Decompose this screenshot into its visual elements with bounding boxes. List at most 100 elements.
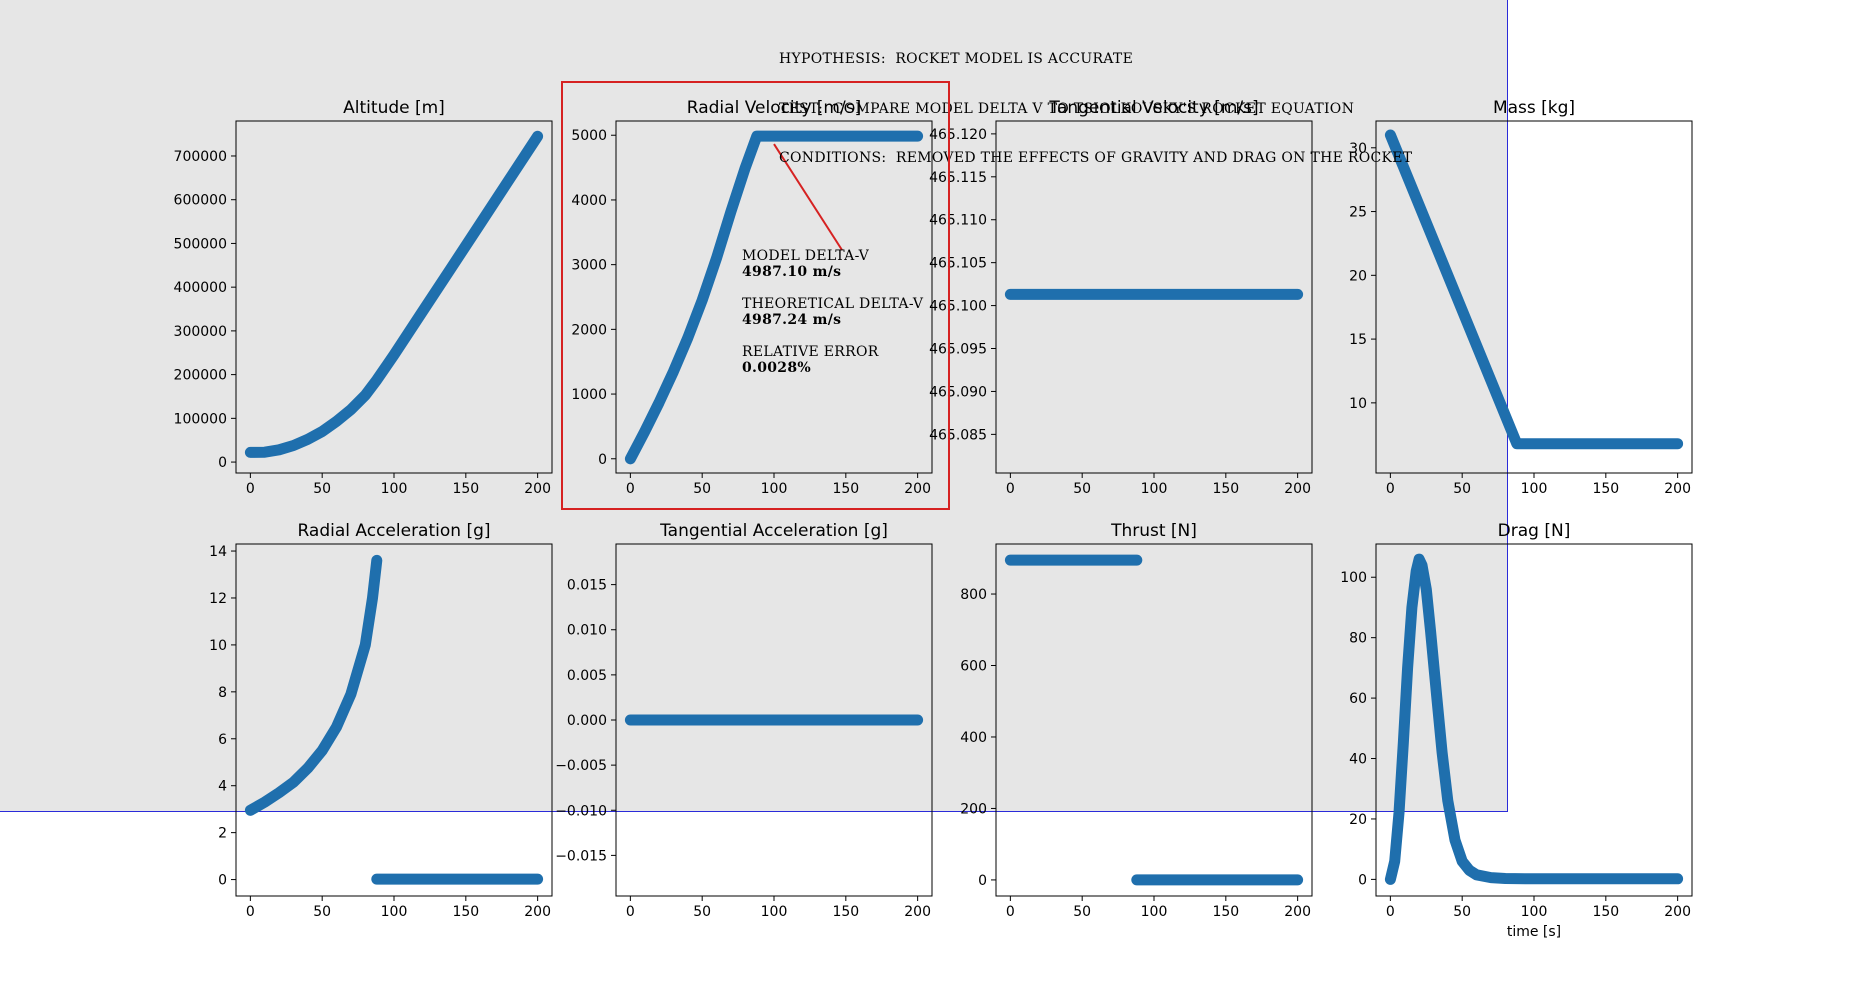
tangential-velocity-y-tick-label: 465.090 (929, 384, 987, 400)
thrust-x-tick-label: 150 (1212, 904, 1239, 920)
hypothesis-header: HYPOTHESIS: ROCKET MODEL IS ACCURATE TES… (779, 18, 1412, 183)
radial-velocity-y-tick-label: 1000 (571, 387, 607, 403)
mass-y-tick-label: 20 (1349, 268, 1367, 284)
tangential-acceleration-title: Tangential Acceleration [g] (659, 521, 888, 541)
mass-y-tick-label: 10 (1349, 396, 1367, 412)
radial-velocity-y-tick-label: 2000 (571, 322, 607, 338)
tangential-velocity-y-tick-label: 465.085 (929, 427, 987, 443)
radial-acceleration-x-tick-label: 100 (381, 904, 408, 920)
radial-acceleration-title: Radial Acceleration [g] (297, 521, 490, 541)
radial-acceleration-y-tick-label: 8 (218, 685, 227, 701)
radial-velocity-x-tick-label: 50 (693, 481, 711, 497)
radial-velocity-highlight-box (561, 81, 950, 510)
drag-x-axis-label: time [s] (1507, 924, 1561, 940)
tangential-velocity-x-tick-label: 200 (1284, 481, 1311, 497)
altitude-x-tick-label: 100 (381, 481, 408, 497)
radial-acceleration-series-1 (244, 554, 383, 816)
thrust-x-tick-label: 200 (1284, 904, 1311, 920)
mass-axes-frame (1375, 120, 1693, 474)
thrust-y-tick-label: 400 (960, 730, 987, 746)
tangential-velocity-y-tick-label: 465.100 (929, 299, 987, 315)
altitude-y-tick-label: 600000 (174, 193, 227, 209)
radial-velocity-y-tick-label: 3000 (571, 258, 607, 274)
radial-velocity-y-tick-label: 5000 (571, 128, 607, 144)
thrust-x-tick-label: 0 (1006, 904, 1015, 920)
drag-x-tick-label: 200 (1664, 904, 1691, 920)
thrust-axes-frame (995, 543, 1313, 897)
drag-x-tick-label: 50 (1453, 904, 1471, 920)
drag-y-tick-label: 80 (1349, 631, 1367, 647)
tangential-acceleration-y-tick-label: 0.005 (567, 668, 607, 684)
mass-x-tick-label: 0 (1386, 481, 1395, 497)
drag-y-tick-label: 20 (1349, 812, 1367, 828)
drag-x-tick-label: 0 (1386, 904, 1395, 920)
tangential-acceleration-x-tick-label: 150 (832, 904, 859, 920)
thrust-x-tick-label: 100 (1141, 904, 1168, 920)
mass-x-tick-label: 50 (1453, 481, 1471, 497)
drag-y-tick-label: 100 (1340, 570, 1367, 586)
altitude-y-tick-label: 400000 (174, 280, 227, 296)
radial-acceleration-y-tick-label: 0 (218, 873, 227, 889)
delta-v-annotation: MODEL DELTA-V 4987.10 m/s THEORETICAL DE… (742, 248, 923, 376)
radial-velocity-x-tick-label: 100 (761, 481, 788, 497)
tangential-acceleration-x-tick-label: 0 (626, 904, 635, 920)
thrust-x-tick-label: 50 (1073, 904, 1091, 920)
radial-acceleration-y-tick-label: 4 (218, 779, 227, 795)
mass-x-tick-label: 150 (1592, 481, 1619, 497)
mass-x-tick-label: 200 (1664, 481, 1691, 497)
relative-error-label: RELATIVE ERROR (742, 344, 879, 360)
altitude-series-1 (244, 130, 544, 458)
drag-x-tick-label: 100 (1521, 904, 1548, 920)
altitude-y-tick-label: 500000 (174, 236, 227, 252)
altitude-chart: Altitude [m] 0 50 100 150 200 0 100000 200000 300… (174, 98, 553, 497)
drag-y-tick-label: 40 (1349, 752, 1367, 768)
tangential-velocity-x-tick-label: 100 (1141, 481, 1168, 497)
tangential-acceleration-y-tick-label: 0.010 (567, 623, 607, 639)
conditions-line: CONDITIONS: REMOVED THE EFFECTS OF GRAVI… (779, 150, 1413, 166)
tangential-acceleration-y-tick-label: 0.015 (567, 578, 607, 594)
radial-acceleration-y-tick-label: 14 (209, 544, 227, 560)
tangential-acceleration-y-tick-label: −0.010 (555, 803, 607, 819)
altitude-y-tick-label: 200000 (174, 368, 227, 384)
altitude-x-tick-label: 200 (524, 481, 551, 497)
radial-acceleration-x-tick-label: 200 (524, 904, 551, 920)
radial-velocity-y-tick-label: 4000 (571, 193, 607, 209)
drag-chart: Drag [N] 0 50 100 150 200 0 20 40 60 80 100 time [s] (1340, 521, 1693, 940)
altitude-y-tick-label: 300000 (174, 324, 227, 340)
altitude-x-tick-label: 150 (452, 481, 479, 497)
drag-y-tick-label: 0 (1358, 872, 1367, 888)
radial-acceleration-axes-frame (235, 543, 553, 897)
radial-velocity-x-tick-label: 0 (626, 481, 635, 497)
tangential-velocity-title: Tangential Velocity [m/s] (1048, 98, 1258, 118)
annotation-pointer-line (773, 143, 843, 251)
tangential-acceleration-y-tick-label: 0.000 (567, 713, 607, 729)
mass-y-tick-label: 25 (1349, 205, 1367, 221)
altitude-y-tick-label: 100000 (174, 411, 227, 427)
model-delta-v-label: MODEL DELTA-V (742, 248, 870, 264)
drag-title: Drag [N] (1498, 521, 1571, 541)
radial-acceleration-y-tick-label: 2 (218, 826, 227, 842)
radial-acceleration-y-tick-label: 12 (209, 591, 227, 607)
hypothesis-line: HYPOTHESIS: ROCKET MODEL IS ACCURATE (779, 51, 1134, 67)
radial-velocity-title: Radial Velocity [m/s] (687, 98, 861, 118)
radial-velocity-series-1 (624, 130, 924, 465)
mass-title: Mass [kg] (1493, 98, 1575, 118)
test-line: TEST: COMPARE MODEL DELTA V TO TSIOLKOVS… (779, 100, 1355, 117)
mass-x-tick-label: 100 (1521, 481, 1548, 497)
altitude-x-tick-label: 50 (313, 481, 331, 497)
thrust-title: Thrust [N] (1110, 521, 1197, 541)
radial-acceleration-y-tick-label: 6 (218, 732, 227, 748)
radial-acceleration-chart: Radial Acceleration [g] 0 50 100 150 200 0 2 4 6 8… (209, 521, 553, 920)
tangential-velocity-y-tick-label: 465.120 (929, 127, 987, 143)
tangential-acceleration-y-tick-label: −0.005 (555, 758, 607, 774)
altitude-y-tick-label: 700000 (174, 149, 227, 165)
model-delta-v-value: 4987.10 m/s (742, 264, 842, 280)
tangential-velocity-y-tick-label: 465.095 (929, 342, 987, 358)
mass-chart: Mass [kg] 0 50 100 150 200 10 15 20 25 30 (1349, 98, 1693, 497)
drag-x-tick-label: 150 (1592, 904, 1619, 920)
altitude-axes-frame (235, 120, 553, 474)
radial-acceleration-x-tick-label: 50 (313, 904, 331, 920)
tangential-acceleration-y-tick-label: −0.015 (555, 848, 607, 864)
tangential-velocity-y-tick-label: 465.115 (929, 170, 987, 186)
tangential-velocity-y-tick-label: 465.110 (929, 213, 987, 229)
